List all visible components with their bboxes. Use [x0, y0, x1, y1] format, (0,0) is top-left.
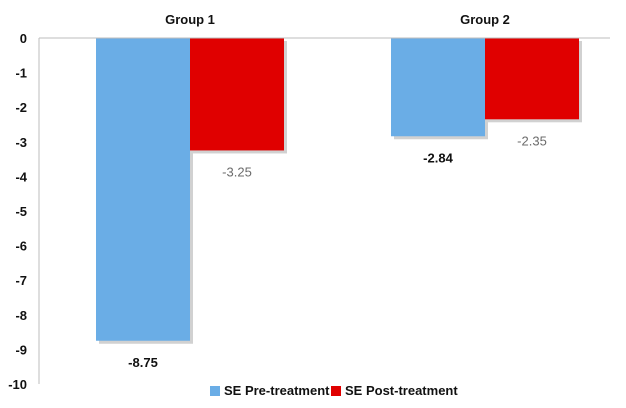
data-label: -8.75: [128, 355, 158, 370]
bar-pre-treatment: [96, 38, 190, 341]
legend-label: SE Post-treatment: [345, 383, 458, 398]
bar-post-treatment: [485, 38, 579, 120]
y-tick-label: -5: [15, 204, 27, 219]
category-label: Group 2: [460, 12, 510, 27]
legend-label: SE Pre-treatment: [224, 383, 330, 398]
legend: SE Pre-treatment SE Post-treatment: [210, 383, 458, 398]
bars: [96, 38, 582, 344]
bar-pre-treatment: [391, 38, 485, 137]
y-tick-label: -9: [15, 342, 27, 357]
y-axis-ticks: 0 -1 -2 -3 -4 -5 -6 -7 -8 -9 -10: [8, 31, 28, 392]
y-tick-label: 0: [20, 31, 27, 46]
y-tick-label: -4: [15, 169, 27, 184]
data-labels: -8.75 -2.84 -3.25 -2.35: [128, 133, 547, 369]
data-label: -3.25: [222, 164, 252, 179]
legend-swatch: [331, 386, 341, 396]
y-tick-label: -7: [15, 273, 27, 288]
bar-post-treatment: [190, 38, 284, 151]
y-tick-label: -6: [15, 239, 27, 254]
data-label: -2.84: [423, 150, 453, 165]
category-label: Group 1: [165, 12, 215, 27]
y-tick-label: -1: [15, 66, 27, 81]
legend-swatch: [210, 386, 220, 396]
y-tick-label: -10: [8, 377, 27, 392]
y-tick-label: -3: [15, 135, 27, 150]
category-labels: Group 1 Group 2: [165, 12, 510, 27]
y-tick-label: -2: [15, 100, 27, 115]
data-label: -2.35: [517, 133, 547, 148]
y-tick-label: -8: [15, 308, 27, 323]
